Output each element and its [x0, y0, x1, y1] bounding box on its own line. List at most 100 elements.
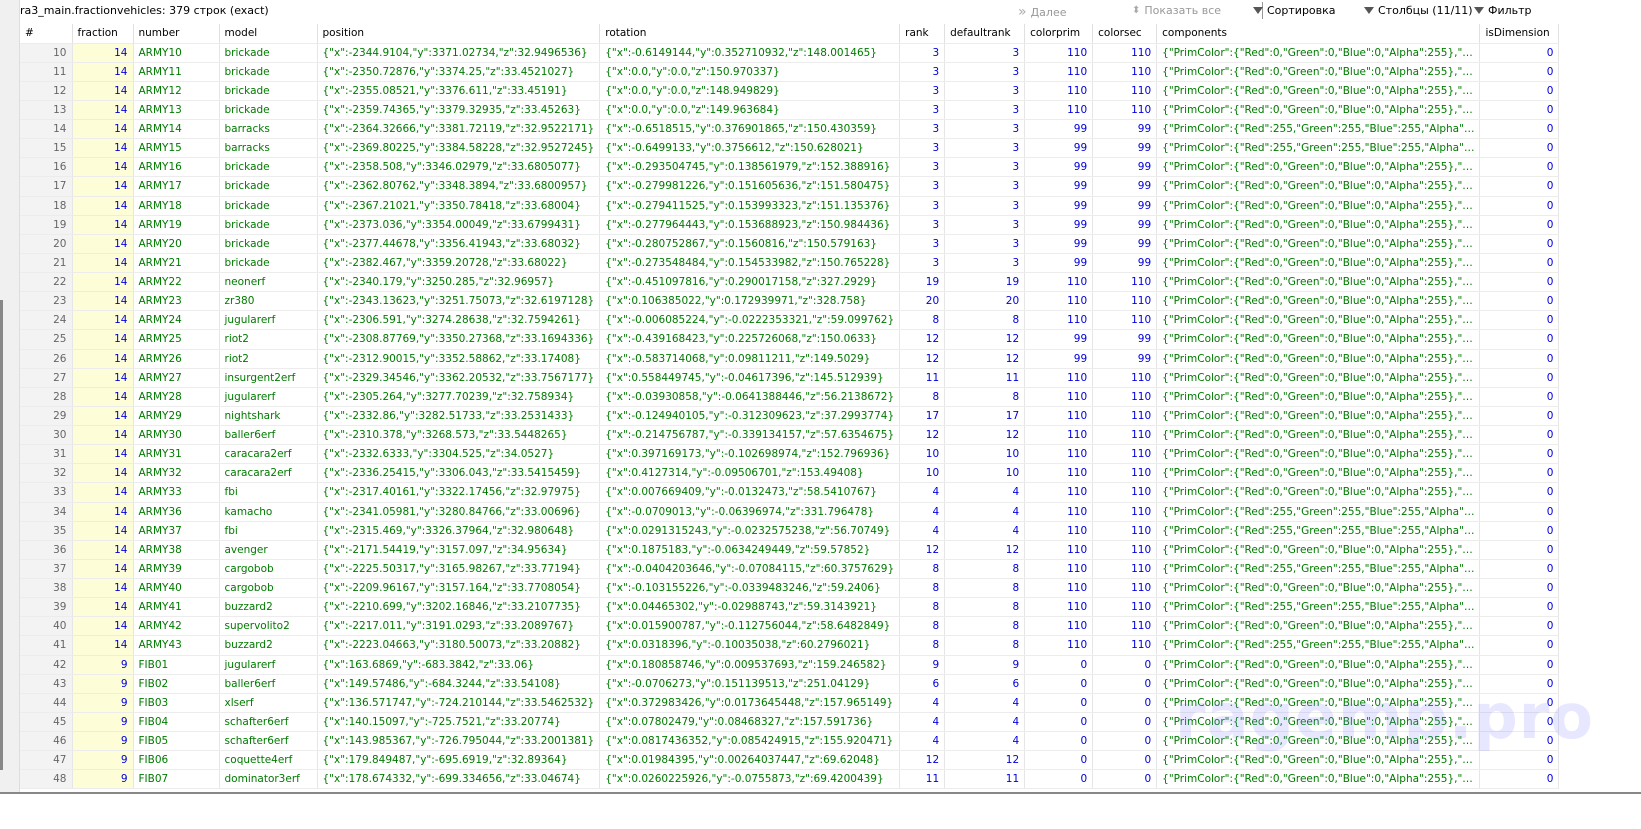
cell-row-index[interactable]: 23 — [20, 291, 73, 312]
cell-fraction[interactable]: 14 — [72, 368, 134, 388]
cell-rank[interactable]: 8 — [899, 310, 946, 331]
cell-components[interactable]: {"PrimColor":{"Red":0,"Green":0,"Blue":0… — [1156, 387, 1481, 407]
cell-defaultrank[interactable]: 11 — [944, 769, 1026, 790]
cell-components[interactable]: {"PrimColor":{"Red":0,"Green":0,"Blue":0… — [1156, 769, 1481, 790]
cell-colorprim[interactable]: 110 — [1024, 597, 1094, 618]
cell-colorprim[interactable]: 99 — [1024, 234, 1094, 254]
cell-position[interactable]: {"x":-2369.80225,"y":3384.58228,"z":32.9… — [317, 138, 601, 159]
cell-colorprim[interactable]: 110 — [1024, 62, 1094, 82]
cell-model[interactable]: baller6erf — [219, 674, 318, 694]
cell-is-dimension[interactable]: 0 — [1479, 157, 1560, 178]
cell-colorsec[interactable]: 99 — [1092, 176, 1158, 197]
cell-colorsec[interactable]: 99 — [1092, 157, 1158, 178]
cell-row-index[interactable]: 38 — [20, 578, 73, 599]
cell-defaultrank[interactable]: 8 — [944, 578, 1026, 599]
cell-fraction[interactable]: 14 — [72, 502, 134, 522]
cell-model[interactable]: cargobob — [219, 578, 318, 599]
cell-components[interactable]: {"PrimColor":{"Red":0,"Green":0,"Blue":0… — [1156, 234, 1481, 254]
cell-is-dimension[interactable]: 0 — [1479, 444, 1560, 465]
cell-position[interactable]: {"x":-2332.6333,"y":3304.525,"z":34.0527… — [317, 444, 601, 465]
cell-number[interactable]: ARMY17 — [133, 176, 220, 197]
cell-components[interactable]: {"PrimColor":{"Red":0,"Green":0,"Blue":0… — [1156, 349, 1481, 369]
cell-row-index[interactable]: 21 — [20, 253, 73, 274]
cell-components[interactable]: {"PrimColor":{"Red":0,"Green":0,"Blue":0… — [1156, 731, 1481, 752]
cell-fraction[interactable]: 14 — [72, 157, 134, 178]
cell-is-dimension[interactable]: 0 — [1479, 463, 1560, 484]
cell-defaultrank[interactable]: 19 — [944, 272, 1026, 293]
cell-colorsec[interactable]: 99 — [1092, 329, 1158, 350]
cell-colorprim[interactable]: 110 — [1024, 463, 1094, 484]
cell-defaultrank[interactable]: 8 — [944, 597, 1026, 618]
cell-components[interactable]: {"PrimColor":{"Red":0,"Green":0,"Blue":0… — [1156, 482, 1481, 503]
cell-position[interactable]: {"x":-2343.13623,"y":3251.75073,"z":32.6… — [317, 291, 601, 312]
cell-rank[interactable]: 8 — [899, 559, 946, 580]
cell-number[interactable]: ARMY43 — [133, 635, 220, 656]
cell-defaultrank[interactable]: 12 — [944, 750, 1026, 771]
cell-model[interactable]: zr380 — [219, 291, 318, 312]
cell-row-index[interactable]: 45 — [20, 712, 73, 733]
cell-defaultrank[interactable]: 9 — [944, 655, 1026, 675]
cell-colorsec[interactable]: 110 — [1092, 406, 1158, 427]
column-header-components[interactable]: components — [1156, 24, 1481, 44]
cell-defaultrank[interactable]: 3 — [944, 81, 1026, 101]
cell-rotation[interactable]: {"x":0.106385022,"y":0.172939971,"z":328… — [599, 291, 901, 312]
cell-is-dimension[interactable]: 0 — [1479, 482, 1560, 503]
cell-fraction[interactable]: 14 — [72, 578, 134, 599]
cell-rank[interactable]: 6 — [899, 674, 946, 694]
cell-colorprim[interactable]: 110 — [1024, 43, 1094, 63]
columns-button[interactable]: Столбцы (11/11) — [1364, 4, 1473, 17]
cell-is-dimension[interactable]: 0 — [1479, 291, 1560, 312]
cell-rank[interactable]: 17 — [899, 406, 946, 427]
cell-row-index[interactable]: 19 — [20, 215, 73, 235]
table-row[interactable]: 22 14 ARMY22 neonerf {"x":-2340.179,"y":3250… — [20, 272, 1560, 293]
cell-row-index[interactable]: 48 — [20, 769, 73, 790]
cell-model[interactable]: brickade — [219, 43, 318, 63]
cell-colorprim[interactable]: 0 — [1024, 693, 1094, 713]
cell-model[interactable]: jugularerf — [219, 655, 318, 675]
cell-rank[interactable]: 3 — [899, 176, 946, 197]
cell-number[interactable]: ARMY39 — [133, 559, 220, 580]
cell-defaultrank[interactable]: 10 — [944, 444, 1026, 465]
cell-number[interactable]: FIB04 — [133, 712, 220, 733]
cell-fraction[interactable]: 14 — [72, 406, 134, 427]
cell-model[interactable]: neonerf — [219, 272, 318, 293]
cell-row-index[interactable]: 13 — [20, 100, 73, 121]
cell-is-dimension[interactable]: 0 — [1479, 769, 1560, 790]
cell-row-index[interactable]: 14 — [20, 119, 73, 140]
cell-model[interactable]: supervolito2 — [219, 616, 318, 637]
cell-defaultrank[interactable]: 8 — [944, 387, 1026, 407]
cell-row-index[interactable]: 46 — [20, 731, 73, 752]
cell-components[interactable]: {"PrimColor":{"Red":0,"Green":0,"Blue":0… — [1156, 157, 1481, 178]
cell-rotation[interactable]: {"x":-0.279411525,"y":0.153993323,"z":15… — [599, 196, 901, 216]
cell-rotation[interactable]: {"x":-0.6518515,"y":0.376901865,"z":150.… — [599, 119, 901, 140]
cell-position[interactable]: {"x":140.15097,"y":-725.7521,"z":33.2077… — [317, 712, 601, 733]
cell-position[interactable]: {"x":-2310.378,"y":3268.573,"z":33.54482… — [317, 425, 601, 446]
cell-colorsec[interactable]: 110 — [1092, 43, 1158, 63]
cell-colorprim[interactable]: 99 — [1024, 157, 1094, 178]
cell-components[interactable]: {"PrimColor":{"Red":0,"Green":0,"Blue":0… — [1156, 406, 1481, 427]
cell-number[interactable]: ARMY13 — [133, 100, 220, 121]
cell-model[interactable]: baller6erf — [219, 425, 318, 446]
cell-is-dimension[interactable]: 0 — [1479, 521, 1560, 541]
cell-colorprim[interactable]: 99 — [1024, 196, 1094, 216]
cell-rank[interactable]: 3 — [899, 119, 946, 140]
cell-rank[interactable]: 12 — [899, 750, 946, 771]
cell-rotation[interactable]: {"x":0.0,"y":0.0,"z":148.949829} — [599, 81, 901, 101]
cell-colorsec[interactable]: 0 — [1092, 712, 1158, 733]
cell-position[interactable]: {"x":-2350.72876,"y":3374.25,"z":33.4521… — [317, 62, 601, 82]
cell-model[interactable]: caracara2erf — [219, 444, 318, 465]
cell-position[interactable]: {"x":-2329.34546,"y":3362.20532,"z":33.7… — [317, 368, 601, 388]
cell-rank[interactable]: 12 — [899, 349, 946, 369]
cell-model[interactable]: caracara2erf — [219, 463, 318, 484]
cell-number[interactable]: ARMY12 — [133, 81, 220, 101]
cell-colorsec[interactable]: 110 — [1092, 540, 1158, 560]
table-row[interactable]: 30 14 ARMY30 baller6erf {"x":-2310.378,"y":3… — [20, 425, 1560, 446]
cell-fraction[interactable]: 14 — [72, 616, 134, 637]
cell-is-dimension[interactable]: 0 — [1479, 559, 1560, 580]
cell-is-dimension[interactable]: 0 — [1479, 712, 1560, 733]
cell-number[interactable]: ARMY36 — [133, 502, 220, 522]
cell-number[interactable]: ARMY21 — [133, 253, 220, 274]
table-row[interactable]: 16 14 ARMY16 brickade {"x":-2358.508,"y":334… — [20, 157, 1560, 178]
column-header-fraction[interactable]: fraction — [72, 24, 134, 44]
cell-model[interactable]: riot2 — [219, 349, 318, 369]
